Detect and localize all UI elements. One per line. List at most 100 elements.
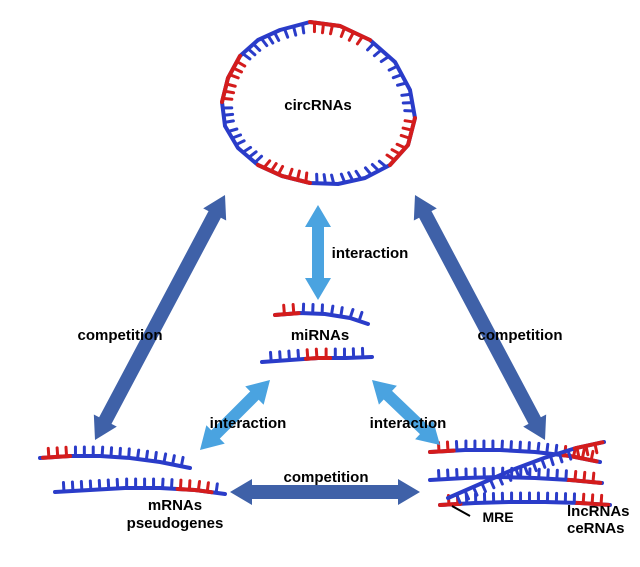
arrow xyxy=(305,205,331,300)
tick xyxy=(365,168,371,175)
tick xyxy=(293,305,294,314)
tick xyxy=(233,68,241,72)
tick xyxy=(356,171,361,179)
tick xyxy=(117,479,118,488)
tick xyxy=(341,308,342,317)
strand-mre xyxy=(430,451,454,452)
tick xyxy=(448,470,449,479)
tick xyxy=(502,441,503,450)
tick xyxy=(583,494,584,503)
tick xyxy=(271,352,272,361)
tick xyxy=(595,444,597,453)
tick xyxy=(232,135,240,138)
cerna-diagram: circRNAsmiRNAsmRNAspseudogeneslncRNAsceR… xyxy=(0,0,640,567)
tick xyxy=(582,450,584,459)
tick xyxy=(586,446,588,455)
tick xyxy=(102,447,103,456)
tick xyxy=(539,469,540,478)
tick xyxy=(268,36,273,44)
edge-label: interaction xyxy=(370,415,447,432)
tick xyxy=(207,483,208,492)
tick xyxy=(542,459,545,467)
tick xyxy=(392,150,400,154)
tick xyxy=(111,448,112,457)
tick xyxy=(264,161,270,168)
tick xyxy=(403,128,412,130)
strand-mre xyxy=(575,442,603,448)
tick xyxy=(524,465,527,473)
edge-label: interaction xyxy=(332,245,409,262)
tick xyxy=(99,480,100,489)
tick xyxy=(405,121,414,122)
tick xyxy=(129,449,130,458)
tick xyxy=(224,114,233,115)
tick xyxy=(237,62,245,67)
tick xyxy=(249,152,256,158)
tick xyxy=(261,39,267,46)
tick xyxy=(593,473,594,482)
tick xyxy=(66,447,67,456)
tick xyxy=(575,472,576,481)
tick xyxy=(548,470,549,479)
tick xyxy=(138,450,139,459)
tick xyxy=(171,480,172,489)
tick xyxy=(397,144,405,148)
tick xyxy=(341,28,344,36)
tick xyxy=(289,351,290,360)
tick xyxy=(254,44,260,50)
tick xyxy=(63,483,64,492)
tick xyxy=(164,454,166,463)
tick xyxy=(393,75,401,78)
tick xyxy=(349,32,353,40)
tick xyxy=(48,448,49,457)
tick xyxy=(324,175,325,184)
tick xyxy=(331,306,332,315)
tick xyxy=(271,164,276,171)
tick xyxy=(230,75,238,78)
tick xyxy=(216,484,217,493)
tick xyxy=(280,352,281,361)
mirna-label: miRNAs xyxy=(291,327,349,344)
tick xyxy=(447,442,448,451)
tick xyxy=(547,444,548,453)
edge-label: competition xyxy=(284,469,369,486)
arrow xyxy=(94,195,226,440)
tick xyxy=(456,441,457,450)
tick xyxy=(387,155,395,160)
tick xyxy=(278,166,282,174)
lncrna-node xyxy=(430,441,610,505)
tick xyxy=(381,57,388,62)
tick xyxy=(533,462,536,470)
tick xyxy=(457,469,458,478)
arrow xyxy=(414,195,546,440)
mre-label: MRE xyxy=(482,509,513,525)
tick xyxy=(566,471,567,480)
tick xyxy=(223,98,232,99)
tick xyxy=(557,470,558,479)
pseudogene-label: pseudogenes xyxy=(127,515,224,532)
tick xyxy=(173,456,175,465)
tick xyxy=(225,121,234,123)
tick xyxy=(316,349,317,358)
tick xyxy=(284,305,285,314)
tick xyxy=(228,129,237,131)
tick xyxy=(306,173,307,182)
tick xyxy=(297,171,299,180)
tick xyxy=(72,482,73,491)
tick xyxy=(81,481,82,490)
tick xyxy=(402,94,411,95)
tick xyxy=(520,442,521,451)
tick xyxy=(57,448,58,457)
tick xyxy=(189,481,190,490)
tick xyxy=(303,24,304,33)
tick xyxy=(322,24,323,33)
tick xyxy=(298,350,299,359)
tick xyxy=(198,482,199,491)
tick xyxy=(490,479,494,487)
cerna-label: ceRNAs xyxy=(567,520,625,537)
tick xyxy=(275,33,279,41)
edge-label: competition xyxy=(478,327,563,344)
tick xyxy=(146,451,147,460)
tick xyxy=(591,451,593,460)
tick xyxy=(372,165,378,171)
